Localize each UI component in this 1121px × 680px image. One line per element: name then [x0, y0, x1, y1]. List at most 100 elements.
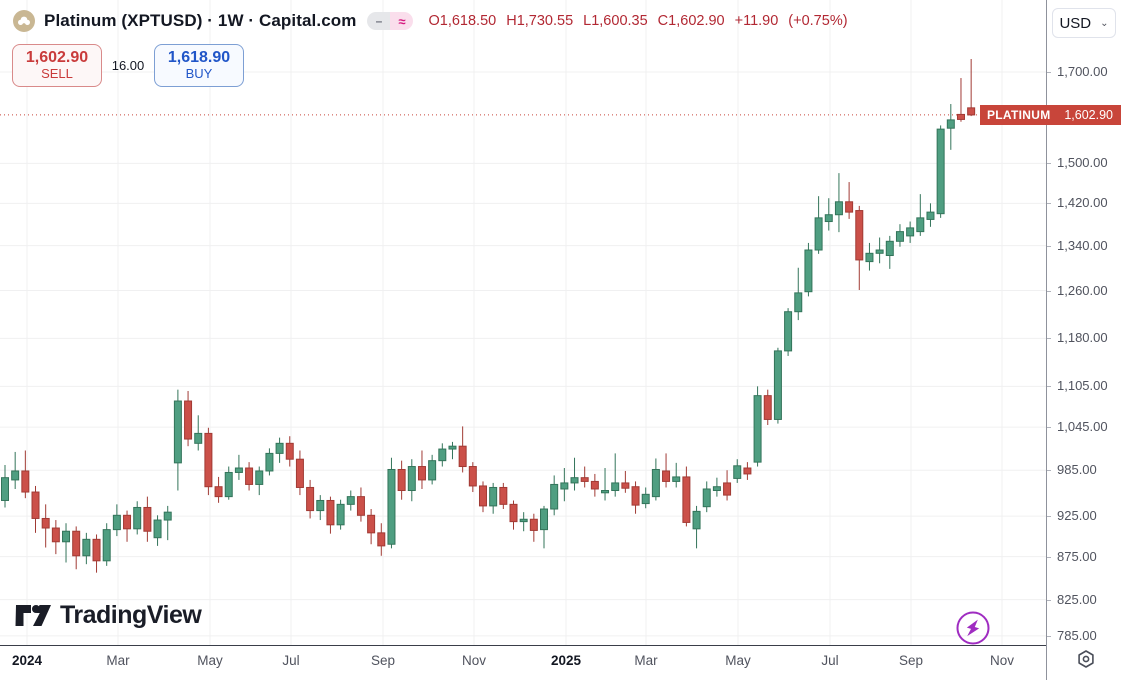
- price-axis[interactable]: 1,700.00 1,500.00 1,420.00 1,340.00 1,260.00…: [1046, 0, 1121, 680]
- price-tick-mark: [1047, 386, 1051, 388]
- price-tick-label: 825.00: [1057, 591, 1097, 607]
- buy-button[interactable]: 1,618.90 BUY: [154, 44, 244, 87]
- candle-body: [377, 532, 386, 547]
- candle-body: [194, 432, 203, 444]
- candle-body: [570, 477, 579, 484]
- ohlc-readout: O1,618.50 H1,730.55 L1,600.35 C1,602.90 …: [428, 13, 847, 29]
- candle-body: [224, 471, 233, 498]
- price-tick-mark: [1047, 338, 1051, 340]
- trade-panel: 1,602.90 SELL 16.00 1,618.90 BUY: [12, 44, 244, 87]
- candle-body: [387, 468, 396, 545]
- close-label: C: [657, 13, 669, 29]
- candle-body: [499, 486, 508, 505]
- price-tick-label: 1,420.00: [1057, 195, 1108, 211]
- candle-body: [763, 395, 772, 420]
- candle-body: [794, 292, 803, 313]
- dash-pill-icon: –: [367, 12, 391, 30]
- candle-body: [458, 445, 467, 468]
- high-label: H: [506, 13, 517, 29]
- candle-body: [397, 468, 406, 492]
- candle-body: [641, 493, 650, 505]
- candle-body: [560, 482, 569, 490]
- price-tick-label: 1,180.00: [1057, 330, 1108, 346]
- symbol-title[interactable]: Platinum (XPTUSD) · 1W · Capital.com: [44, 11, 357, 30]
- candle-body: [306, 486, 315, 512]
- candle-body: [163, 511, 172, 521]
- candle-body: [31, 491, 40, 519]
- time-tick-label: May: [725, 653, 751, 668]
- sell-label: SELL: [41, 66, 73, 82]
- candle-body: [72, 530, 81, 557]
- time-axis[interactable]: 2024 Mar May Jul Sep Nov 2025 Mar May Jul Sep Nov: [0, 645, 1121, 680]
- tradingview-mark-icon: [15, 604, 51, 626]
- candle-body: [21, 470, 30, 493]
- tradingview-logo[interactable]: TradingView: [15, 601, 202, 630]
- price-tick-mark: [1047, 72, 1051, 73]
- currency-selector[interactable]: USD ⌄: [1052, 8, 1116, 38]
- candle-body: [407, 466, 416, 492]
- candle-body: [356, 496, 365, 516]
- candle-body: [946, 119, 955, 129]
- close-value: 1,602.90: [668, 13, 725, 29]
- high-value: 1,730.55: [516, 13, 574, 29]
- lightning-bolt-icon[interactable]: [955, 610, 991, 646]
- change-value: +11.90: [734, 13, 779, 29]
- price-tick-label: 1,500.00: [1057, 155, 1108, 171]
- time-tick-label: Jul: [821, 653, 839, 668]
- candle-body: [428, 460, 437, 481]
- tradingview-wordmark: TradingView: [60, 601, 202, 629]
- candle-body: [936, 128, 945, 215]
- candle-body: [845, 201, 854, 213]
- time-tick-label: Nov: [461, 653, 487, 668]
- time-tick-label: Mar: [634, 653, 658, 668]
- price-tick-mark: [1047, 470, 1051, 472]
- candle-body: [682, 476, 691, 523]
- platinum-symbol-icon: [13, 10, 35, 32]
- candle-body: [529, 518, 538, 531]
- candle-body: [672, 476, 681, 482]
- candle-body: [123, 514, 132, 530]
- last-price-marker: PLATINUM 1,602.90: [980, 105, 1121, 125]
- price-tick-label: 925.00: [1057, 508, 1097, 524]
- candle-body: [62, 530, 71, 543]
- candle-body: [255, 470, 264, 485]
- candle-body: [509, 503, 518, 523]
- candlestick-chart-canvas[interactable]: [0, 0, 1046, 645]
- candle-body: [875, 249, 884, 254]
- candle-body: [346, 496, 355, 505]
- candle-body: [326, 499, 335, 526]
- candle-body: [214, 486, 223, 498]
- candle-body: [590, 480, 599, 490]
- candle-body: [112, 514, 121, 531]
- marker-price: 1,602.90: [1064, 108, 1113, 122]
- price-tick-mark: [1047, 245, 1051, 247]
- candle-body: [753, 395, 762, 463]
- candle-body: [102, 529, 111, 562]
- price-tick-mark: [1047, 516, 1051, 518]
- candle-body: [895, 231, 904, 242]
- candle-body: [367, 514, 376, 534]
- candle-body: [133, 506, 142, 530]
- price-tick-mark: [1047, 427, 1051, 429]
- time-tick-label: Sep: [898, 653, 924, 668]
- spread-value: 16.00: [111, 58, 145, 73]
- open-label: O: [428, 13, 440, 29]
- candle-body: [550, 483, 559, 510]
- candle-body: [204, 432, 213, 488]
- candle-body: [814, 217, 823, 251]
- low-label: L: [583, 13, 592, 29]
- time-tick-label: Sep: [370, 653, 396, 668]
- candle-body: [143, 506, 152, 532]
- candle-body: [1, 477, 9, 501]
- sell-button[interactable]: 1,602.90 SELL: [12, 44, 102, 87]
- candle-body: [824, 214, 833, 223]
- candle-body: [316, 499, 325, 512]
- buy-label: BUY: [185, 66, 213, 82]
- time-tick-label: Nov: [989, 653, 1015, 668]
- candle-body: [234, 467, 243, 473]
- settings-gear-icon[interactable]: [1075, 648, 1097, 670]
- candle-body: [621, 482, 630, 489]
- marker-symbol-name: PLATINUM: [987, 108, 1051, 122]
- change-percent: (+0.75%): [788, 13, 848, 29]
